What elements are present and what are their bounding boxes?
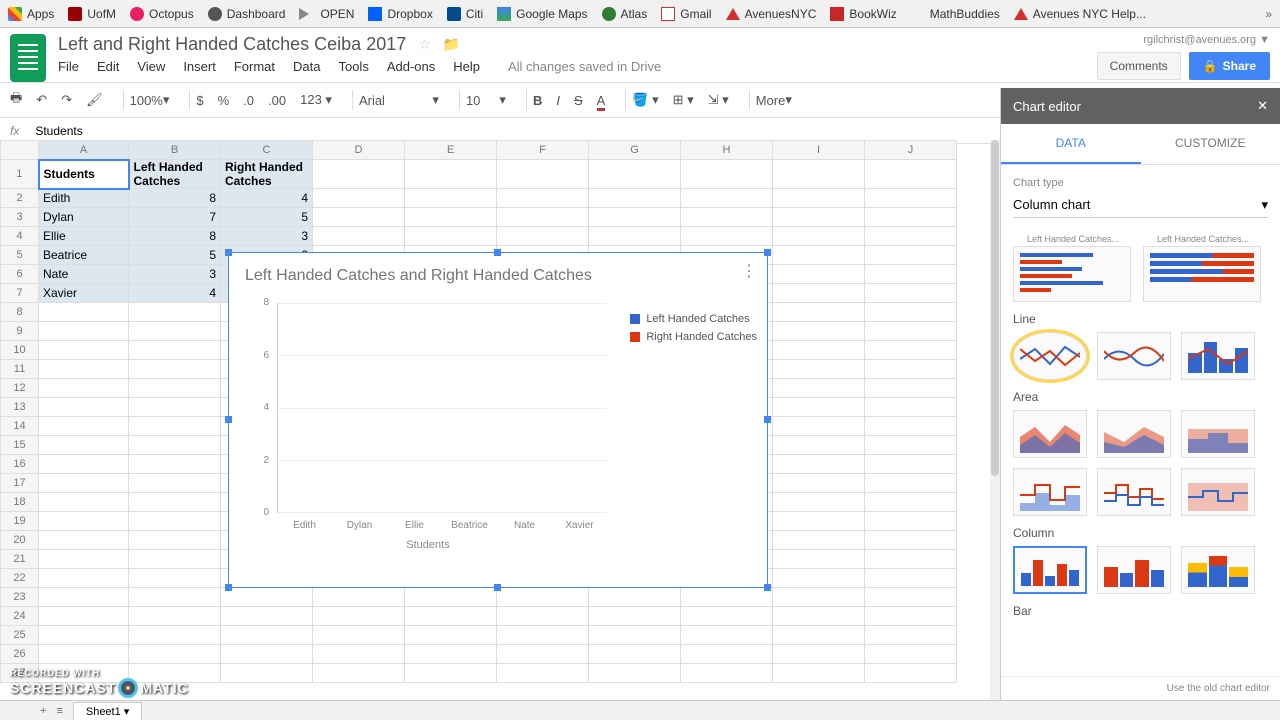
close-icon[interactable]: ✕ (1257, 98, 1268, 114)
chart-type-area-3[interactable] (1181, 410, 1255, 458)
chart-title: Left Handed Catches and Right Handed Cat… (229, 253, 767, 293)
decrease-decimal[interactable]: .0 (243, 93, 254, 108)
chart-y-axis: 02468 (249, 303, 273, 513)
bookmark-item[interactable]: Octopus (130, 7, 194, 21)
chart-plot-area (277, 303, 607, 513)
bookmark-item[interactable]: Dashboard (208, 7, 286, 21)
chart-editor-header: Chart editor ✕ (1001, 88, 1280, 124)
spreadsheet-grid[interactable]: ABCDEFGHIJ1StudentsLeft Handed CatchesRi… (0, 140, 1000, 700)
bookmark-item[interactable]: Citi (447, 7, 483, 21)
embedded-chart[interactable]: ⋮ Left Handed Catches and Right Handed C… (228, 252, 768, 588)
bookmark-item[interactable]: AvenuesNYC (726, 7, 817, 21)
menu-tools[interactable]: Tools (338, 59, 368, 74)
bookmark-item[interactable]: OPEN (299, 7, 354, 21)
undo-icon[interactable]: ↶ (36, 92, 47, 108)
star-icon[interactable]: ☆ (418, 36, 431, 53)
chart-type-area-5[interactable] (1097, 468, 1171, 516)
sheet-tab[interactable]: Sheet1 ▾ (73, 702, 142, 720)
add-sheet-button[interactable]: + (40, 705, 46, 717)
bookmark-item[interactable]: Gmail (661, 7, 711, 21)
chart-legend: Left Handed Catches Right Handed Catches (630, 313, 757, 349)
increase-decimal[interactable]: .00 (268, 93, 286, 108)
chart-x-labels: EdithDylanEllieBeatriceNateXavier (277, 520, 607, 531)
vertical-scrollbar[interactable] (990, 140, 1000, 700)
merge-button[interactable]: ⇲ ▾ (708, 92, 729, 108)
paint-format-icon[interactable]: 🖌 (86, 92, 103, 108)
tab-data[interactable]: DATA (1001, 124, 1141, 164)
fx-icon: fx (10, 124, 19, 138)
chart-preview-thumb[interactable] (1143, 246, 1261, 302)
bookmark-item[interactable]: UofM (68, 7, 116, 21)
chart-type-area-2[interactable] (1097, 410, 1171, 458)
chart-menu-icon[interactable]: ⋮ (741, 261, 757, 281)
legend-swatch-left (630, 314, 640, 324)
bookmarks-overflow[interactable]: » (1265, 7, 1272, 21)
bookmark-item[interactable]: BookWiz (830, 7, 896, 21)
sheet-menu-button[interactable]: ≡ (56, 705, 62, 717)
chart-type-line-1[interactable] (1013, 332, 1087, 380)
chart-x-title: Students (249, 539, 607, 551)
menu-data[interactable]: Data (293, 59, 320, 74)
comments-button[interactable]: Comments (1097, 52, 1181, 80)
font-select[interactable]: Arial ▾ (359, 92, 439, 108)
chart-type-select[interactable]: Column chart▾ (1013, 193, 1268, 218)
menu-file[interactable]: File (58, 59, 79, 74)
font-size[interactable]: 10 ▾ (466, 92, 506, 108)
menu-edit[interactable]: Edit (97, 59, 119, 74)
bookmark-item[interactable]: Avenues NYC Help... (1014, 7, 1146, 21)
screencast-watermark: RECORDED WITH SCREENCASTMATIC (10, 668, 189, 698)
save-status: All changes saved in Drive (508, 59, 661, 74)
chevron-down-icon: ▾ (1261, 197, 1268, 213)
menu-format[interactable]: Format (234, 59, 275, 74)
format-currency[interactable]: $ (196, 93, 203, 108)
strike-button[interactable]: S (574, 93, 583, 108)
bold-button[interactable]: B (533, 93, 542, 108)
menu-bar: File Edit View Insert Format Data Tools … (58, 59, 1097, 74)
chart-type-area-4[interactable] (1013, 468, 1087, 516)
zoom-select[interactable]: 100% ▾ (130, 92, 170, 108)
print-icon[interactable]: 🖶 (10, 89, 22, 111)
chart-type-area-6[interactable] (1181, 468, 1255, 516)
sheet-tabs-bar: + ≡ Sheet1 ▾ (0, 700, 1280, 720)
bookmark-item[interactable]: Google Maps (497, 7, 587, 21)
text-color-button[interactable]: A (597, 93, 606, 108)
chart-type-label: Chart type (1013, 177, 1268, 189)
more-button[interactable]: More ▾ (756, 92, 792, 108)
share-button[interactable]: 🔒Share (1189, 52, 1270, 80)
formula-value[interactable]: Students (35, 124, 82, 138)
doc-header: Left and Right Handed Catches Ceiba 2017… (0, 28, 1280, 82)
chart-editor-panel: Chart editor ✕ DATA CUSTOMIZE Chart type… (1000, 88, 1280, 700)
italic-button[interactable]: I (556, 93, 560, 108)
menu-insert[interactable]: Insert (183, 59, 216, 74)
chart-type-area-1[interactable] (1013, 410, 1087, 458)
browser-bookmarks-bar: Apps UofM Octopus Dashboard OPEN Dropbox… (0, 0, 1280, 28)
doc-title[interactable]: Left and Right Handed Catches Ceiba 2017… (58, 34, 1097, 55)
menu-view[interactable]: View (137, 59, 165, 74)
chart-type-line-3[interactable] (1181, 332, 1255, 380)
user-email[interactable]: rgilchrist@avenues.org ▼ (1097, 34, 1270, 46)
chart-type-column-2[interactable] (1097, 546, 1171, 594)
folder-icon[interactable]: 📁 (443, 36, 460, 53)
bookmark-apps[interactable]: Apps (8, 7, 54, 21)
fill-color-button[interactable]: 🪣 ▾ (632, 92, 658, 108)
chart-preview-thumb[interactable] (1013, 246, 1131, 302)
sheets-logo-icon[interactable] (10, 34, 46, 82)
old-editor-link[interactable]: Use the old chart editor (1001, 676, 1280, 700)
format-percent[interactable]: % (218, 93, 230, 108)
legend-swatch-right (630, 332, 640, 342)
borders-button[interactable]: ⊞ ▾ (673, 92, 694, 108)
format-number[interactable]: 123 ▾ (300, 92, 332, 108)
redo-icon[interactable]: ↷ (61, 92, 72, 108)
menu-help[interactable]: Help (453, 59, 480, 74)
menu-addons[interactable]: Add-ons (387, 59, 435, 74)
chart-type-column-3[interactable] (1181, 546, 1255, 594)
chart-type-column-1[interactable] (1013, 546, 1087, 594)
tab-customize[interactable]: CUSTOMIZE (1141, 124, 1280, 164)
chart-type-line-2[interactable] (1097, 332, 1171, 380)
lock-icon: 🔒 (1203, 59, 1218, 73)
bookmark-item[interactable]: Atlas (602, 7, 648, 21)
bookmark-item[interactable]: Dropbox (368, 7, 432, 21)
bookmark-item[interactable]: MathBuddies (911, 7, 1000, 21)
